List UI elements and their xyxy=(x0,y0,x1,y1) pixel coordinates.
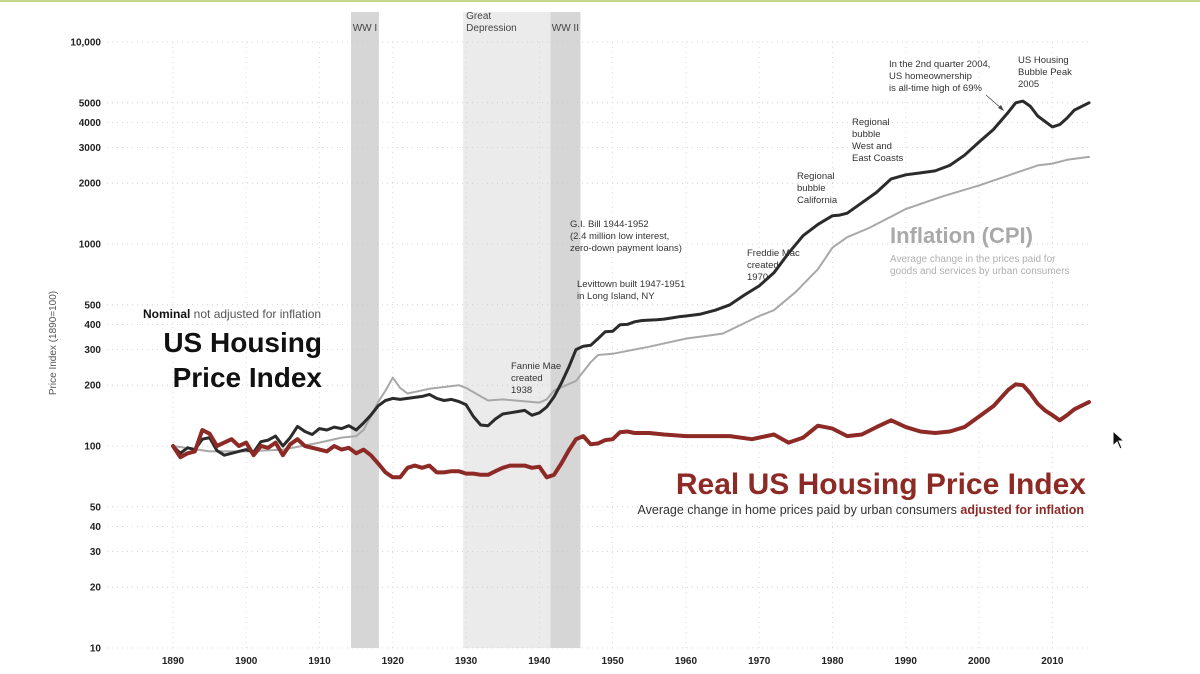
x-tick-label: 1990 xyxy=(895,656,918,667)
x-tick-label: 1900 xyxy=(235,656,258,667)
x-tick-label: 1960 xyxy=(675,656,698,667)
x-tick-label: 1980 xyxy=(821,656,844,667)
y-tick-label: 500 xyxy=(84,300,101,311)
y-axis-label: Price Index (1890=100) xyxy=(48,291,59,395)
shaded-period-label-0: WW I xyxy=(353,23,377,34)
y-tick-label: 5000 xyxy=(79,98,102,109)
annotation-arrow xyxy=(985,94,1003,110)
shaded-period-label-2: WW II xyxy=(552,23,579,34)
shaded-period-0 xyxy=(351,12,379,648)
y-tick-label: 20 xyxy=(90,583,102,594)
shaded-period-1 xyxy=(463,12,551,648)
x-tick-label: 1910 xyxy=(308,656,331,667)
annotation-freddie-mac: Freddie Mac created 1970 xyxy=(747,248,802,283)
y-tick-label: 10,000 xyxy=(70,38,101,49)
annotation-levittown: Levittown built 1947-1951 in Long Island… xyxy=(577,279,688,302)
shaded-period-2 xyxy=(550,12,581,648)
x-tick-label: 1950 xyxy=(602,656,625,667)
y-tick-label: 300 xyxy=(84,345,101,356)
y-tick-label: 2000 xyxy=(79,179,102,190)
annotation-arrowhead xyxy=(998,105,1004,111)
annotation-gi-bill: G.I. Bill 1944-1952 (2.4 million low int… xyxy=(570,219,682,254)
annotation-regional-california: Regional bubble California xyxy=(797,171,838,206)
cpi-subtitle-line2: goods and services by urban consumers xyxy=(890,266,1070,277)
x-tick-label: 2010 xyxy=(1041,656,1064,667)
x-tick-label: 1920 xyxy=(382,656,405,667)
y-tick-label: 4000 xyxy=(79,118,102,129)
y-tick-label: 400 xyxy=(84,320,101,331)
y-tick-label: 40 xyxy=(90,522,102,533)
x-tick-label: 1890 xyxy=(162,656,185,667)
y-tick-label: 50 xyxy=(90,502,102,513)
y-tick-label: 30 xyxy=(90,547,102,558)
shaded-periods: WW I Great Depression WW II xyxy=(351,11,581,648)
nominal-title-line2: Price Index xyxy=(173,362,323,393)
x-tick-label: 1930 xyxy=(455,656,478,667)
y-axis-ticks: 10 20 30 40 50 100 200 300 400 500 1000 2000 3000 400… xyxy=(70,38,101,655)
mouse-pointer-icon xyxy=(1112,430,1126,450)
series-line-inflation-cpi xyxy=(172,155,1090,453)
series-line-real-us-housing-price-index xyxy=(171,382,1091,480)
series-line-nominal-us-housing-price-index xyxy=(171,99,1091,457)
real-subtitle: Average change in home prices paid by ur… xyxy=(638,503,1085,517)
annotation-bubble-peak: US Housing Bubble Peak 2005 xyxy=(1018,55,1075,90)
cpi-subtitle-line1: Average change in the prices paid for xyxy=(890,254,1056,265)
y-tick-label: 10 xyxy=(90,644,102,655)
gridlines xyxy=(107,41,1089,649)
nominal-subtitle: Nominal not adjusted for inflation xyxy=(143,307,321,321)
y-tick-label: 200 xyxy=(84,381,101,392)
series-lines xyxy=(171,99,1091,480)
cpi-title: Inflation (CPI) xyxy=(890,223,1033,248)
annotation-homeownership-2004: In the 2nd quarter 2004, US homeownershi… xyxy=(889,59,993,94)
x-axis-ticks: 1890 1900 1910 1920 1930 1940 1950 1960 1970 1980… xyxy=(162,656,1064,667)
y-tick-label: 3000 xyxy=(79,143,102,154)
real-title: Real US Housing Price Index xyxy=(676,468,1086,501)
annotation-fannie-mae: Fannie Mae created 1938 xyxy=(511,361,564,396)
x-tick-label: 2000 xyxy=(968,656,991,667)
nominal-title-line1: US Housing xyxy=(163,327,322,358)
top-accent-line xyxy=(0,0,1200,2)
y-tick-label: 100 xyxy=(84,442,101,453)
x-tick-label: 1940 xyxy=(528,656,551,667)
shaded-period-label-1: Great Depression xyxy=(466,11,517,34)
annotation-regional-coasts: Regional bubble West and East Coasts xyxy=(852,117,903,164)
y-tick-label: 1000 xyxy=(79,240,102,251)
x-tick-label: 1970 xyxy=(748,656,771,667)
